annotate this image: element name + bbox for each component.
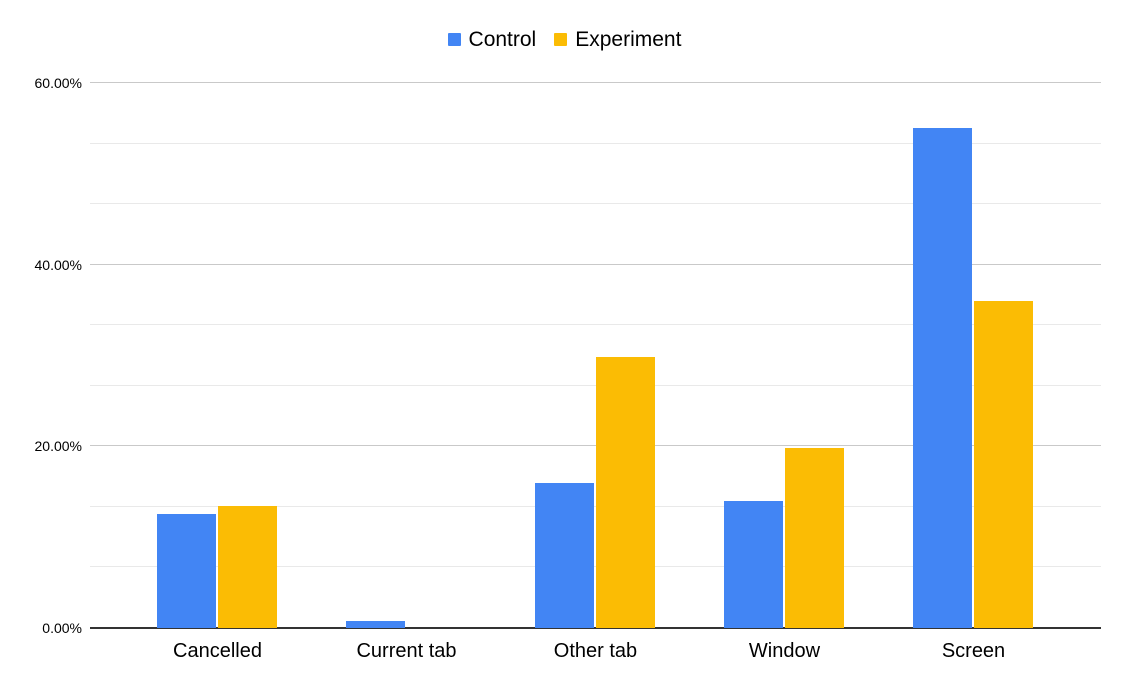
y-tick-label: 40.00% [34, 256, 82, 273]
x-category-label-screen: Screen [941, 640, 1006, 662]
legend-label-experiment: Experiment [575, 28, 682, 51]
bar-experiment-other-tab [596, 357, 655, 628]
legend-item-experiment: Experiment [554, 27, 681, 52]
plot-area [90, 82, 1101, 629]
x-category-label-cancelled: Cancelled [173, 640, 262, 662]
bar-experiment-screen [974, 301, 1033, 628]
chart-legend: Control Experiment [0, 27, 1129, 52]
legend-label-control: Control [468, 28, 537, 51]
minor-gridline [90, 505, 1101, 507]
y-tick-label: 0.00% [42, 620, 82, 636]
bar-control-screen [913, 128, 972, 628]
experiment-series-swatch-icon [554, 33, 568, 47]
minor-gridline [90, 324, 1101, 326]
bar-control-other-tab [535, 482, 594, 628]
bar-control-cancelled [157, 514, 216, 628]
minor-gridline [90, 384, 1101, 386]
legend-item-control: Control [447, 27, 537, 52]
minor-gridline [90, 142, 1101, 144]
major-gridline [90, 263, 1101, 265]
minor-gridline [90, 203, 1101, 205]
major-gridline [90, 445, 1101, 447]
major-gridline [90, 82, 1101, 83]
bar-experiment-cancelled [218, 506, 277, 628]
bar-experiment-window [785, 448, 844, 628]
minor-gridline [90, 566, 1101, 568]
bar-control-window [724, 500, 783, 628]
control-series-swatch-icon [447, 33, 461, 47]
y-tick-label: 20.00% [34, 438, 82, 455]
x-category-label-other-tab: Other tab [553, 640, 638, 662]
y-tick-label: 60.00% [34, 75, 82, 91]
x-axis-line [90, 627, 1101, 629]
x-category-label-window: Window [748, 640, 821, 662]
x-category-label-current-tab: Current tab [356, 640, 457, 662]
bar-control-current-tab [346, 620, 405, 628]
